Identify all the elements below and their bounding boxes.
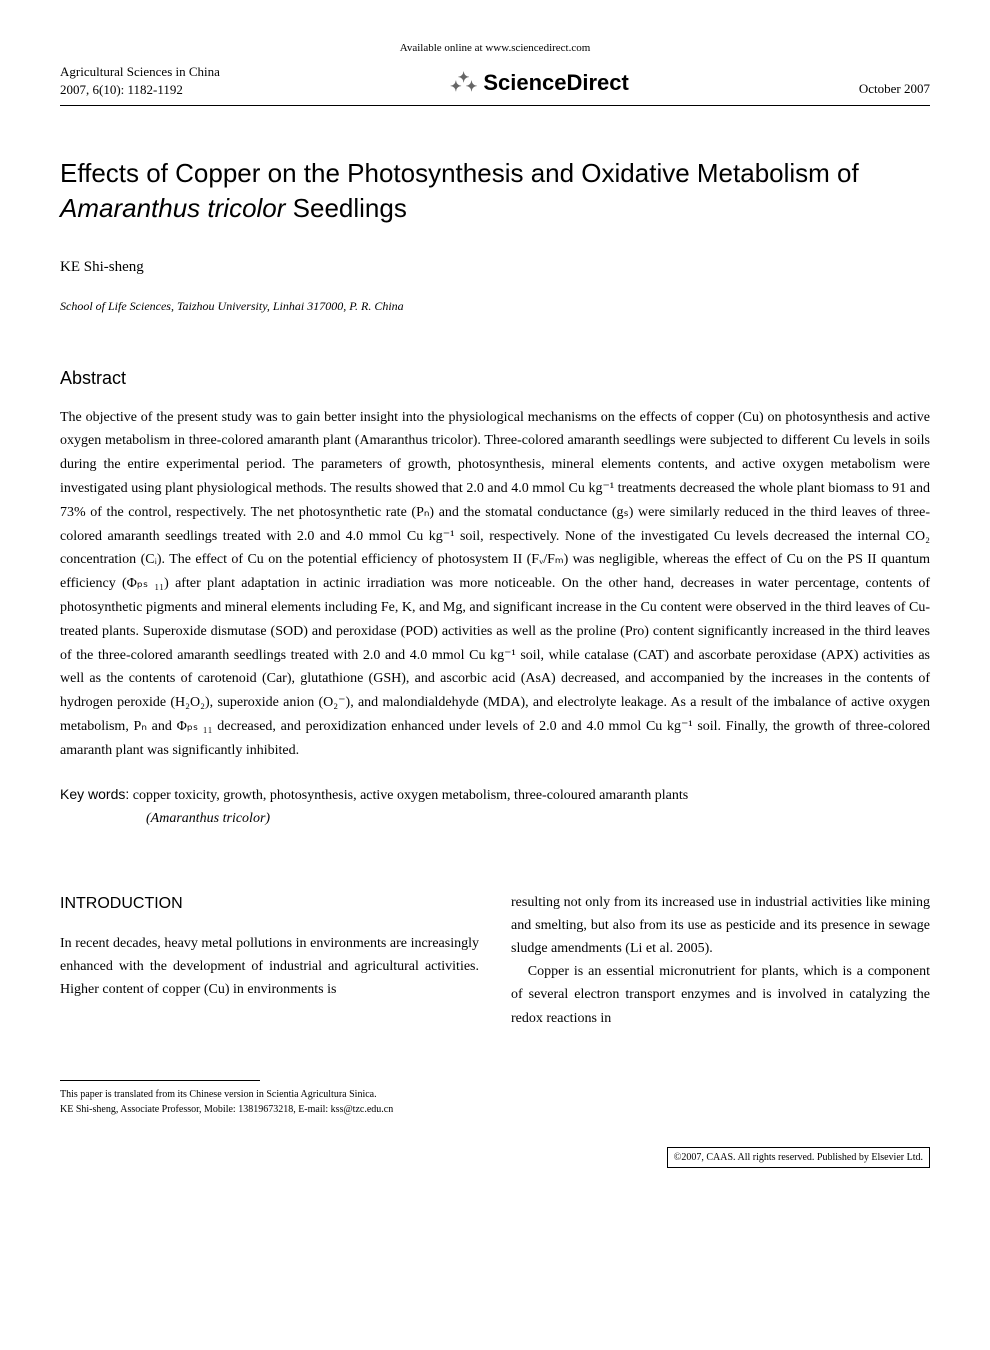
copyright-notice: ©2007, CAAS. All rights reserved. Publis… — [667, 1147, 930, 1168]
keywords-species: (Amaranthus tricolor) — [146, 811, 270, 826]
sciencedirect-text: ScienceDirect — [483, 66, 629, 99]
intro-p2-right: Copper is an essential micronutrient for… — [511, 960, 930, 1029]
abstract-heading: Abstract — [60, 365, 930, 392]
author-name: KE Shi-sheng — [60, 256, 930, 279]
available-online-banner: Available online at www.sciencedirect.co… — [60, 40, 930, 57]
journal-name: Agricultural Sciences in China — [60, 63, 220, 81]
footnotes: This paper is translated from its Chines… — [60, 1070, 930, 1117]
keywords-label: Key words: — [60, 786, 129, 802]
header-row: Agricultural Sciences in China 2007, 6(1… — [60, 63, 930, 106]
footnote-line2: KE Shi-sheng, Associate Professor, Mobil… — [60, 1102, 930, 1117]
footnote-rule — [60, 1080, 260, 1081]
keywords-block: Key words: copper toxicity, growth, phot… — [60, 783, 930, 832]
journal-info: Agricultural Sciences in China 2007, 6(1… — [60, 63, 220, 99]
page-container: Available online at www.sciencedirect.co… — [0, 0, 990, 1167]
article-title: Effects of Copper on the Photosynthesis … — [60, 156, 930, 226]
footnote-line1: This paper is translated from its Chines… — [60, 1087, 930, 1102]
intro-p1-left: In recent decades, heavy metal pollution… — [60, 932, 479, 1001]
body-columns: INTRODUCTION In recent decades, heavy me… — [60, 891, 930, 1030]
sciencedirect-logo: ✦✦ ✦ ScienceDirect — [450, 66, 629, 99]
abstract-text: The objective of the present study was t… — [60, 406, 930, 763]
keywords-text: copper toxicity, growth, photosynthesis,… — [129, 788, 688, 803]
column-left: INTRODUCTION In recent decades, heavy me… — [60, 891, 479, 1030]
sciencedirect-block: ✦✦ ✦ ScienceDirect — [450, 66, 629, 99]
column-right: resulting not only from its increased us… — [511, 891, 930, 1030]
journal-citation: 2007, 6(10): 1182-1192 — [60, 81, 220, 99]
introduction-heading: INTRODUCTION — [60, 891, 479, 917]
intro-p1-right: resulting not only from its increased us… — [511, 891, 930, 960]
issue-date: October 2007 — [859, 79, 930, 99]
title-species: Amaranthus tricolor — [60, 193, 285, 223]
author-affiliation: School of Life Sciences, Taizhou Univers… — [60, 297, 930, 315]
title-suffix: Seedlings — [285, 193, 406, 223]
sciencedirect-icon: ✦✦ ✦ — [450, 73, 477, 93]
title-prefix: Effects of Copper on the Photosynthesis … — [60, 158, 859, 188]
